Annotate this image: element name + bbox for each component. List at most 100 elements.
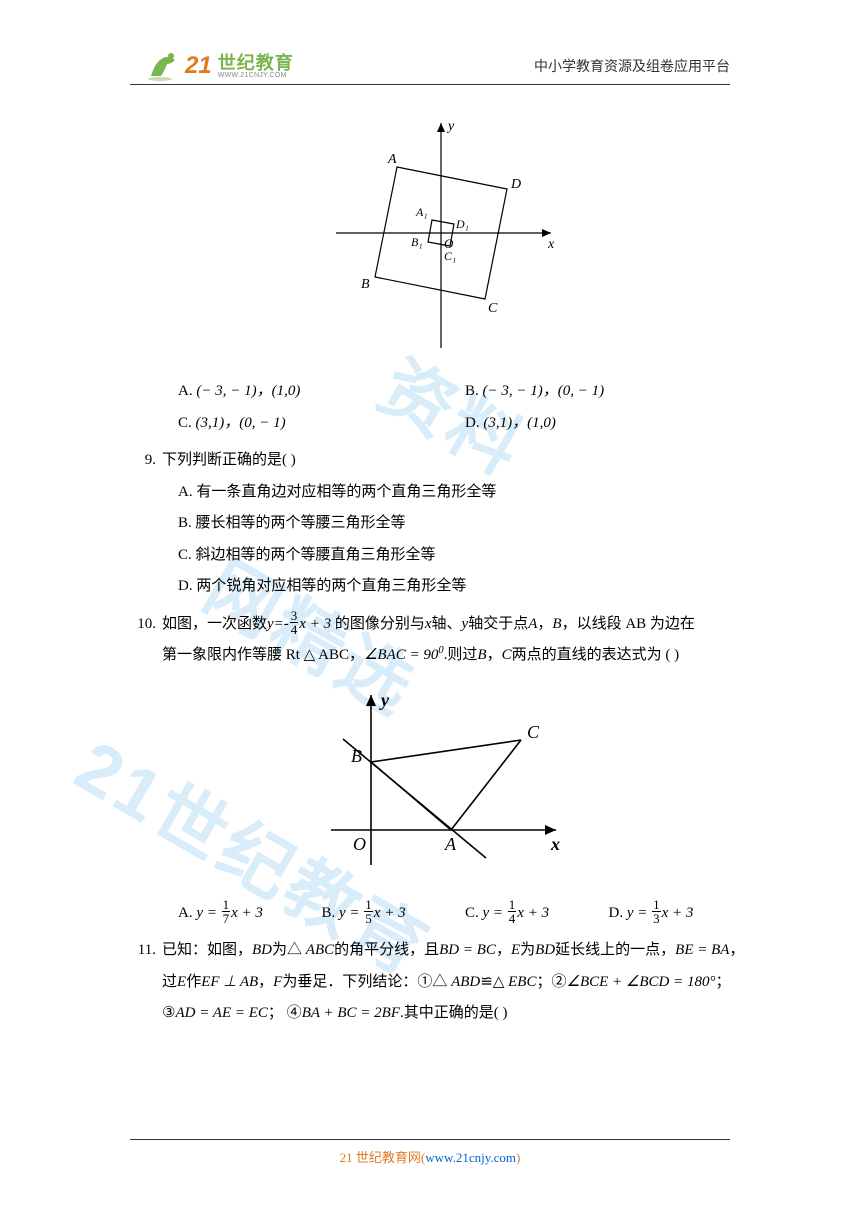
q8-opt-a: A. (− 3, − 1)，(1,0): [178, 376, 465, 408]
q10-opt-a: A. y = 17x + 3: [178, 898, 322, 930]
q10-num: 10.: [130, 609, 162, 672]
q10-eq-rest: x + 3: [299, 616, 331, 632]
header-subtitle: 中小学教育资源及组卷应用平台: [534, 56, 730, 76]
footer-url: www.21cnjy.com: [425, 1150, 516, 1165]
svg-text:A₁: A₁: [415, 205, 428, 219]
diagram-1-wrap: A B C D O x y A₁ B₁ C₁ D₁: [130, 108, 752, 358]
q11-ef: EF ⊥ AB: [201, 974, 258, 990]
q10-opt-c: C. y = 14x + 3: [465, 898, 609, 930]
q10-d-lab: D.: [609, 905, 627, 921]
q10-c1: ，: [537, 616, 552, 632]
q10-l2a: 第一象限内作等腰 Rt △ ABC，: [162, 647, 364, 663]
q10-a-num: 1: [222, 898, 231, 912]
q10-d-num: 1: [652, 898, 661, 912]
diagram-2: O A B C x y: [311, 680, 571, 880]
q11-p3: 的角平分线，且: [334, 942, 439, 958]
q11-e: E: [511, 942, 520, 958]
page-content: A B C D O x y A₁ B₁ C₁ D₁ A. (− 3, − 1)，…: [130, 100, 752, 1030]
svg-text:D₁: D₁: [455, 217, 469, 231]
q11-l3b: ； ④: [268, 1005, 302, 1021]
q10-B2: B: [477, 647, 486, 663]
q10-b-lhs: y =: [339, 905, 363, 921]
q11-l3a: ③: [162, 1005, 175, 1021]
q8-d-label: D.: [465, 415, 480, 431]
q10-C: C: [502, 647, 512, 663]
svg-text:x: x: [547, 237, 555, 252]
logo-sub-text: WWW.21CNJY.COM: [218, 72, 294, 79]
q10-eq-lhs: y=: [267, 616, 284, 632]
q11-abd: ABD: [451, 974, 480, 990]
q10-c-lhs: y =: [483, 905, 507, 921]
svg-text:y: y: [446, 119, 455, 134]
q11-p4: ，: [496, 942, 511, 958]
q10-B: B: [552, 616, 561, 632]
runner-icon: [145, 50, 181, 82]
q10-t3: 轴、: [432, 616, 462, 632]
q8-opt-c: C. (3,1)，(0, − 1): [178, 408, 465, 440]
q11-eq4: BA + BC = 2BF: [302, 1005, 400, 1021]
svg-text:C: C: [527, 722, 540, 742]
q11-p5: 为: [520, 942, 535, 958]
q11-l3c: .其中正确的是( ): [400, 1005, 508, 1021]
q11-l2d: 为垂足．下列结论：①△: [282, 974, 451, 990]
q10: 10. 如图，一次函数y=-34x + 3 的图像分别与x轴、y轴交于点A，B，…: [130, 609, 752, 672]
q8-c-label: C.: [178, 415, 192, 431]
footer-prefix: 21 世纪教育网(: [340, 1150, 426, 1165]
svg-text:A: A: [444, 834, 457, 854]
q10-frac-num: 3: [290, 609, 299, 623]
q10-a-den: 7: [222, 912, 231, 925]
q11-e2: E: [177, 974, 186, 990]
q10-b-num: 1: [364, 898, 373, 912]
q11-f: F: [273, 974, 282, 990]
q11-ebc: EBC: [508, 974, 536, 990]
q10-c-num: 1: [508, 898, 517, 912]
q10-d-den: 3: [652, 912, 661, 925]
q11-p2: 为△: [272, 942, 306, 958]
q8-c-text: (3,1)，(0, − 1): [196, 415, 286, 431]
q10-d-rest: x + 3: [662, 905, 694, 921]
q11-eq3: AD = AE = EC: [175, 1005, 267, 1021]
logo-21: 21: [185, 52, 212, 80]
q10-options: A. y = 17x + 3 B. y = 15x + 3 C. y = 14x…: [178, 898, 752, 930]
q10-d-lhs: y =: [627, 905, 651, 921]
q11-l2e: ；②: [536, 974, 566, 990]
q11-p7: ，: [729, 942, 744, 958]
svg-text:D: D: [510, 177, 521, 192]
q10-b-rest: x + 3: [374, 905, 406, 921]
q11-p6: 延长线上的一点，: [555, 942, 675, 958]
q9-num: 9.: [130, 445, 162, 477]
svg-text:C: C: [488, 301, 498, 316]
q10-c-lab: C.: [465, 905, 483, 921]
q10-x: x: [425, 616, 432, 632]
q11-cong: ≌△: [480, 974, 508, 990]
svg-text:O: O: [353, 834, 366, 854]
q10-b-den: 5: [364, 912, 373, 925]
q10-c-rest: x + 3: [517, 905, 549, 921]
q8-d-text: (3,1)，(1,0): [483, 415, 555, 431]
q8-opt-d: D. (3,1)，(1,0): [465, 408, 752, 440]
q11-eq2: BE = BA: [675, 942, 729, 958]
q10-opt-d: D. y = 13x + 3: [609, 898, 753, 930]
diagram-2-wrap: O A B C x y: [130, 680, 752, 880]
q11-bd2: BD: [535, 942, 555, 958]
q10-t1: 如图，一次函数: [162, 616, 267, 632]
q11-l2c: ，: [258, 974, 273, 990]
q10-a-rest: x + 3: [231, 905, 263, 921]
q10-t2: 的图像分别与: [331, 616, 425, 632]
logo-main-text: 世纪教育: [218, 54, 294, 72]
q11-eq1: BD = BC: [439, 942, 496, 958]
q8-a-label: A.: [178, 383, 193, 399]
q11-ang: ∠BCE + ∠BCD = 180°: [567, 974, 716, 990]
q8-b-label: B.: [465, 383, 479, 399]
q11-l2f: ；: [715, 974, 730, 990]
footer-rule: [130, 1139, 730, 1140]
q11-l2a: 过: [162, 974, 177, 990]
q10-frac-den: 4: [290, 623, 299, 636]
q10-opt-b: B. y = 15x + 3: [322, 898, 466, 930]
svg-text:C₁: C₁: [444, 249, 456, 263]
q8-a-text: (− 3, − 1)，(1,0): [196, 383, 300, 399]
q10-t5: ，以线段 AB 为边在: [562, 616, 695, 632]
q8-opt-b: B. (− 3, − 1)，(0, − 1): [465, 376, 752, 408]
q9-opt-b: B. 腰长相等的两个等腰三角形全等: [178, 508, 752, 540]
q9-opt-c: C. 斜边相等的两个等腰直角三角形全等: [178, 540, 752, 572]
